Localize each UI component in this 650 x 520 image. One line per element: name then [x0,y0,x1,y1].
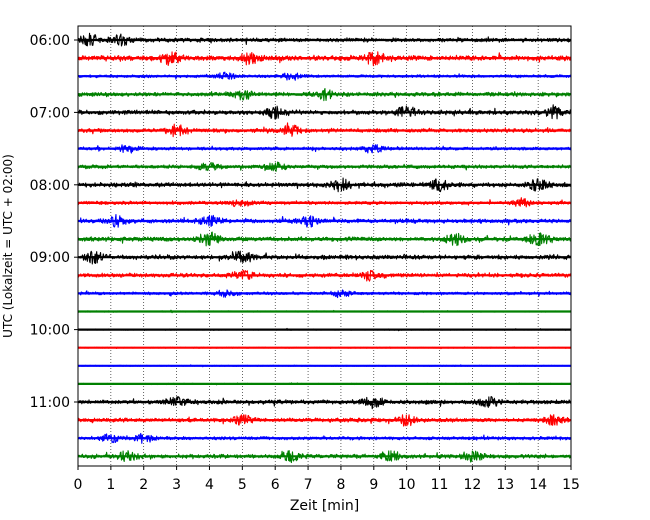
x-tick-label-1: 1 [106,477,115,493]
x-tick-label-13: 13 [496,477,514,493]
x-tick-label-0: 0 [74,477,83,493]
plot-frame [77,25,572,467]
y-axis-label: UTC (Lokalzeit = UTC + 02:00) [1,154,15,338]
x-tick-label-5: 5 [238,477,247,493]
x-tick-label-9: 9 [369,477,378,493]
y-tick-label-0600: 06:00 [30,33,70,49]
x-tick-label-3: 3 [172,477,181,493]
y-tick-label-1100: 11:00 [30,395,70,411]
x-tick-label-10: 10 [398,477,416,493]
x-tick-label-2: 2 [139,477,148,493]
seismogram-traces [77,32,572,464]
x-tick-label-15: 15 [562,477,580,493]
grid-lines [110,26,539,466]
x-tick-label-6: 6 [271,477,280,493]
x-tick-label-14: 14 [529,477,547,493]
x-tick-label-12: 12 [463,477,481,493]
x-tick-label-8: 8 [336,477,345,493]
y-tick-label-0900: 09:00 [30,250,70,266]
y-tick-label-0800: 08:00 [30,178,70,194]
x-tick-label-4: 4 [205,477,214,493]
y-axis-ticks: 06:00 07:00 08:00 09:00 10:00 11:00 [30,33,78,411]
x-axis-ticks: 0 1 2 3 4 5 6 7 8 9 10 11 12 13 14 15 [74,466,580,493]
x-tick-label-11: 11 [431,477,449,493]
y-tick-label-0700: 07:00 [30,105,70,121]
y-tick-label-1000: 10:00 [30,323,70,339]
x-axis-label: Zeit [min] [290,498,359,514]
x-tick-label-7: 7 [304,477,313,493]
